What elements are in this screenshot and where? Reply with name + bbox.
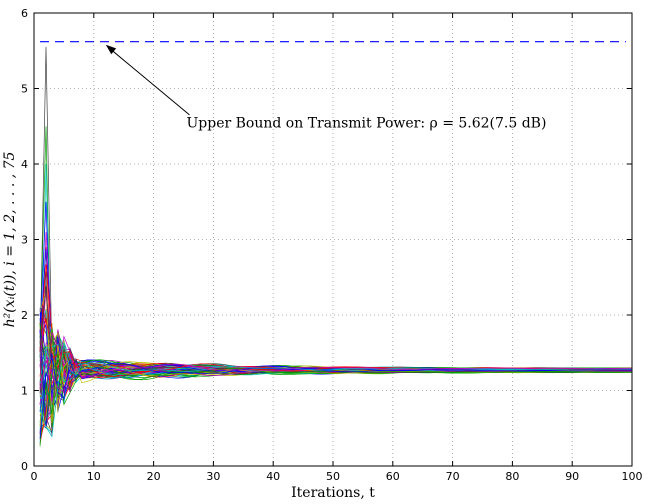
x-axis-label: Iterations, t	[291, 485, 375, 501]
series-line	[39, 201, 632, 379]
x-tick-label: 30	[206, 470, 220, 483]
series-line	[39, 348, 633, 426]
x-tick-label: 90	[565, 470, 579, 483]
x-tick-label: 80	[505, 470, 519, 483]
series-line	[39, 334, 633, 434]
series-line	[39, 345, 633, 416]
series-line	[39, 307, 632, 398]
series-line	[39, 335, 632, 434]
series-line	[39, 290, 632, 424]
series-line	[39, 359, 632, 393]
series-line	[39, 323, 632, 402]
y-tick-label: 6	[21, 7, 28, 20]
series-line	[39, 347, 632, 415]
series-line	[39, 163, 632, 435]
x-tick-label: 70	[446, 470, 460, 483]
axis-ticks: 0 10 20 30 40 50 60 70 80 90 100 0 1 2 3 4 5 6	[21, 7, 643, 483]
series-line	[39, 325, 632, 428]
series-line	[39, 339, 632, 427]
series-line	[39, 290, 632, 407]
x-tick-label: 0	[31, 470, 38, 483]
series-line	[39, 271, 632, 419]
series-lines	[39, 46, 633, 447]
series-line	[39, 347, 632, 423]
series-line	[39, 310, 632, 411]
series-line	[39, 343, 633, 439]
series-line	[39, 340, 632, 429]
series-line	[39, 357, 632, 439]
series-line	[39, 342, 633, 438]
x-tick-label: 10	[87, 470, 101, 483]
y-tick-label: 1	[21, 385, 28, 398]
series-line	[39, 357, 632, 440]
series-line	[39, 351, 632, 432]
series-line	[39, 349, 632, 428]
series-line	[39, 46, 633, 400]
series-line	[39, 344, 633, 428]
y-tick-label: 3	[21, 234, 28, 247]
annotation-arrow-head	[105, 44, 117, 55]
annotation-arrow-line	[108, 47, 190, 116]
y-tick-label: 0	[21, 460, 28, 473]
series-line	[39, 351, 632, 447]
series-line	[39, 334, 632, 434]
y-tick-label: 4	[21, 158, 28, 171]
x-tick-label: 100	[622, 470, 643, 483]
x-tick-label: 50	[326, 470, 340, 483]
grid	[33, 12, 633, 467]
x-tick-label: 60	[386, 470, 400, 483]
series-line	[39, 313, 632, 409]
x-tick-label: 20	[147, 470, 161, 483]
x-tick-label: 40	[266, 470, 280, 483]
series-line	[39, 343, 632, 444]
series-line	[39, 323, 632, 393]
series-line	[39, 329, 632, 429]
y-tick-label: 2	[21, 309, 28, 322]
y-tick-label: 5	[21, 83, 28, 96]
series-line	[39, 324, 632, 437]
series-line	[39, 350, 633, 436]
upper-bound-annotation: Upper Bound on Transmit Power: ρ = 5.62(…	[186, 115, 546, 131]
upper-bound-layer	[40, 41, 626, 116]
y-axis-label: h²(xᵢ(t)), i = 1, 2, . . . , 75	[2, 151, 18, 327]
